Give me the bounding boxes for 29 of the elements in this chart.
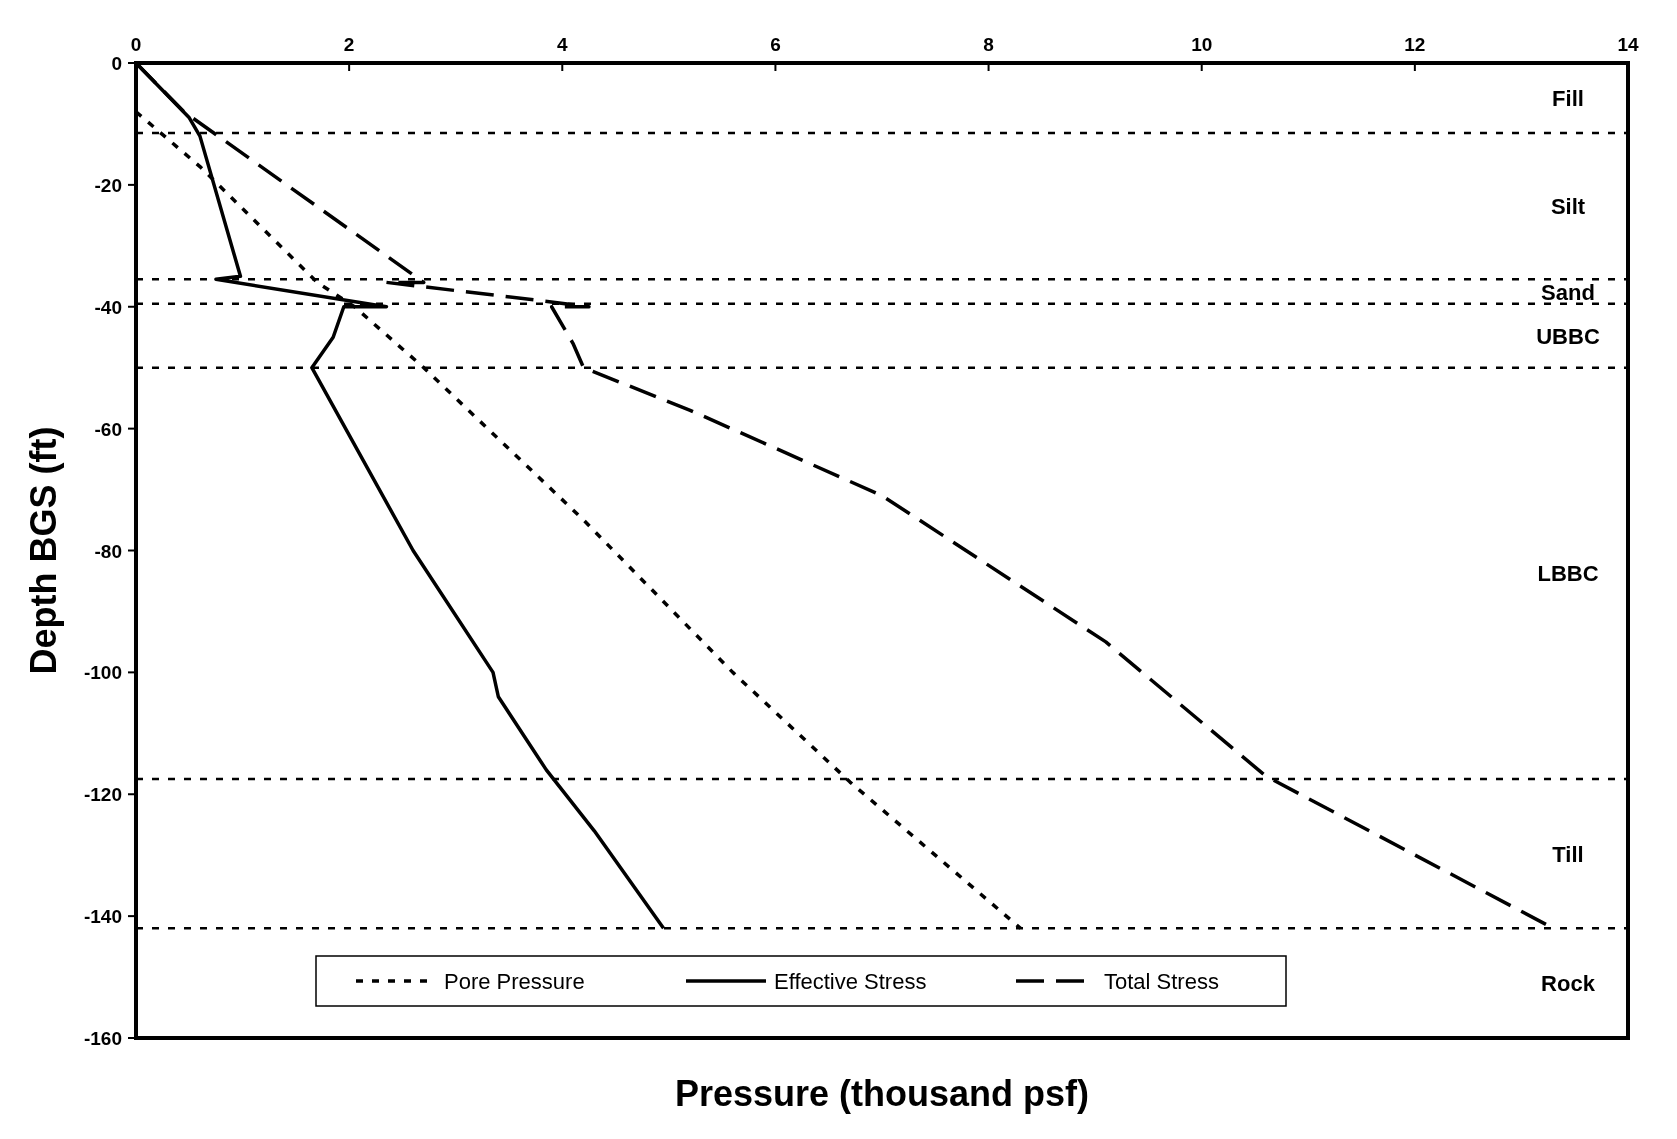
y-tick-label: -80 [94,540,122,562]
x-tick-label: 4 [557,34,568,55]
x-tick-label: 12 [1404,34,1426,55]
y-tick-label: -120 [83,784,122,806]
y-tick-label: -60 [94,418,122,440]
x-tick-label: 10 [1191,34,1213,55]
x-tick-label: 14 [1617,34,1639,55]
y-tick-label: -40 [94,296,122,318]
annotation: LBBC [1537,561,1599,587]
annotation: UBBC [1536,323,1600,349]
annotation: Fill [1552,86,1584,112]
annotation: Silt [1550,194,1586,220]
y-tick-label: -20 [94,174,122,196]
y-tick-label: -160 [83,1028,122,1049]
x-axis-title: Pressure (thousand psf) [674,1073,1090,1114]
legend-label: Pore Pressure [444,969,585,994]
annotation: Rock [1541,971,1596,997]
x-tick-label: 8 [983,34,994,55]
x-tick-label: 2 [343,34,355,55]
x-tick-label: 6 [770,34,781,55]
y-axis-title: Depth BGS (ft) [23,426,64,675]
legend-label: Effective Stress [774,969,927,994]
y-tick-label: -140 [83,906,122,928]
x-tick-label: 0 [130,34,142,55]
annotation: Sand [1541,279,1595,305]
annotation: Till [1552,841,1584,867]
legend-label: Total Stress [1104,969,1219,994]
y-tick-label: 0 [111,53,122,74]
y-tick-label: -100 [83,662,122,684]
